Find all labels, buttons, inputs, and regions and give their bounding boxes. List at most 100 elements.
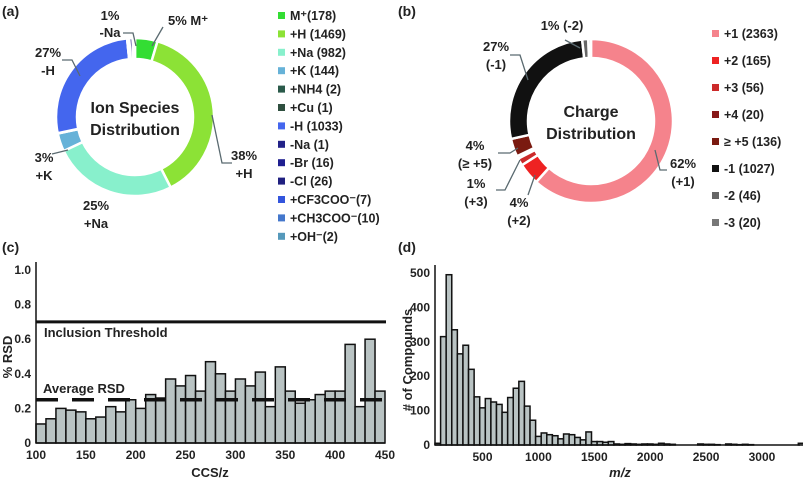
x-tick-label: 500: [472, 450, 492, 464]
center-title-line2: Distribution: [546, 126, 636, 143]
legend-entry: ≥ +5 (136): [724, 135, 781, 149]
legend-entry: M⁺(178): [290, 9, 336, 23]
y-axis-title-c: % RSD: [0, 336, 15, 379]
x-tick-label: 250: [176, 448, 196, 462]
histogram-bar: [265, 407, 275, 443]
legend-entry: +CH3COO⁻(10): [290, 211, 380, 225]
legend-swatch: [278, 30, 285, 37]
center-title-line1: Charge: [563, 104, 618, 121]
legend-swatch: [712, 192, 719, 199]
panel-b-label: (b): [398, 3, 416, 19]
histogram-bar: [166, 379, 176, 443]
histogram-bar: [255, 372, 265, 443]
x-tick-label: 400: [325, 448, 345, 462]
histogram-bar: [519, 381, 525, 445]
histogram-bar: [355, 407, 365, 443]
y-tick-label: 500: [410, 266, 430, 280]
y-tick-label: 0.6: [14, 332, 31, 346]
legend-swatch: [278, 159, 285, 166]
center-title-line1: Ion Species: [91, 100, 180, 117]
legend-entry: -Cl (26): [290, 175, 332, 189]
y-tick-label: 1.0: [14, 263, 31, 277]
data-label-na-pct: 25%: [83, 198, 109, 213]
legend-swatch: [278, 141, 285, 148]
data-label-na-name: +Na: [84, 216, 109, 231]
y-tick-label: 300: [410, 335, 430, 349]
histogram-bar: [206, 362, 216, 443]
data-label-m-plus: 5% M⁺: [168, 13, 208, 28]
panel-c-label: (c): [2, 239, 19, 255]
data-label-plus3-pct: 1%: [467, 176, 486, 191]
histogram-bar: [524, 406, 530, 445]
legend-entry: -3 (20): [724, 216, 761, 230]
legend-swatch: [278, 122, 285, 129]
legend-swatch: [712, 30, 719, 37]
y-tick-label: 0: [423, 438, 430, 452]
x-axis-title-d: m/z: [609, 465, 631, 480]
histogram-bar: [126, 400, 136, 443]
histogram-bar: [146, 395, 156, 443]
legend-entry: +CF3COO⁻(7): [290, 193, 371, 207]
histogram-bar: [496, 404, 502, 445]
legend-entry: +4 (20): [724, 108, 764, 122]
legend-entry: -2 (46): [724, 189, 761, 203]
x-tick-label: 3000: [749, 450, 776, 464]
legend-swatch: [278, 214, 285, 221]
histogram-bar: [365, 339, 375, 443]
histogram-bar: [580, 440, 586, 445]
legend-swatch: [278, 67, 285, 74]
histogram-bar: [485, 399, 491, 445]
legend-swatch: [712, 219, 719, 226]
x-tick-label: 450: [375, 448, 395, 462]
y-tick-label: 200: [410, 369, 430, 383]
histogram-bar: [502, 412, 508, 445]
histogram-bar: [552, 436, 558, 445]
data-label-plus1-name: (+1): [671, 174, 694, 189]
histogram-bar: [569, 435, 575, 445]
data-label-minus2: 1% (-2): [541, 18, 584, 33]
histogram-bar: [275, 367, 285, 443]
histogram-bar: [491, 402, 497, 445]
legend-entry: +OH⁻(2): [290, 230, 338, 244]
legend-entry: +Cu (1): [290, 101, 333, 115]
panel-a-label: (a): [2, 3, 19, 19]
legend-swatch: [278, 233, 285, 240]
histogram-bar: [564, 434, 570, 445]
panel-b: (b) Charge Distribution 1% (-2) 27% (-1)…: [398, 3, 781, 230]
legend-swatch: [712, 57, 719, 64]
histogram-bar: [452, 330, 458, 445]
data-label-h-minus-name: -H: [41, 63, 55, 78]
x-tick-label: 150: [76, 448, 96, 462]
data-label-h-minus-pct: 27%: [35, 45, 61, 60]
ion-species-donut: [56, 38, 214, 196]
center-title-line2: Distribution: [90, 122, 180, 139]
legend-swatch: [278, 178, 285, 185]
histogram-bar: [215, 374, 225, 443]
histogram-bar: [96, 417, 106, 443]
histogram-bar: [457, 354, 463, 445]
legend-entry: +Na (982): [290, 46, 346, 60]
legend-entry: +H (1469): [290, 27, 346, 41]
histogram-bar: [106, 407, 116, 443]
x-tick-label: 1000: [525, 450, 552, 464]
histogram-bar: [463, 345, 469, 445]
histogram-bar: [541, 433, 547, 445]
data-label-minus1-name: (-1): [486, 57, 506, 72]
legend-swatch: [278, 12, 285, 19]
inclusion-threshold-label: Inclusion Threshold: [44, 325, 168, 340]
panel-a: (a) Ion Species Distribution 5% M⁺ 1% -N…: [2, 3, 380, 244]
legend-swatch: [278, 86, 285, 93]
legend-swatch: [278, 49, 285, 56]
legend-entry: +NH4 (2): [290, 83, 341, 97]
histogram-bar: [469, 369, 475, 445]
y-tick-label: 100: [410, 404, 430, 418]
data-label-na-minus-name: -Na: [100, 25, 122, 40]
donut-slice--h: [56, 38, 129, 133]
histogram-bar: [558, 439, 564, 445]
histogram-bar: [441, 337, 447, 445]
legend-entry: -H (1033): [290, 119, 343, 133]
histogram-bar: [305, 400, 315, 443]
histogram-bar: [66, 410, 76, 443]
panel-d-label: (d): [398, 239, 416, 255]
